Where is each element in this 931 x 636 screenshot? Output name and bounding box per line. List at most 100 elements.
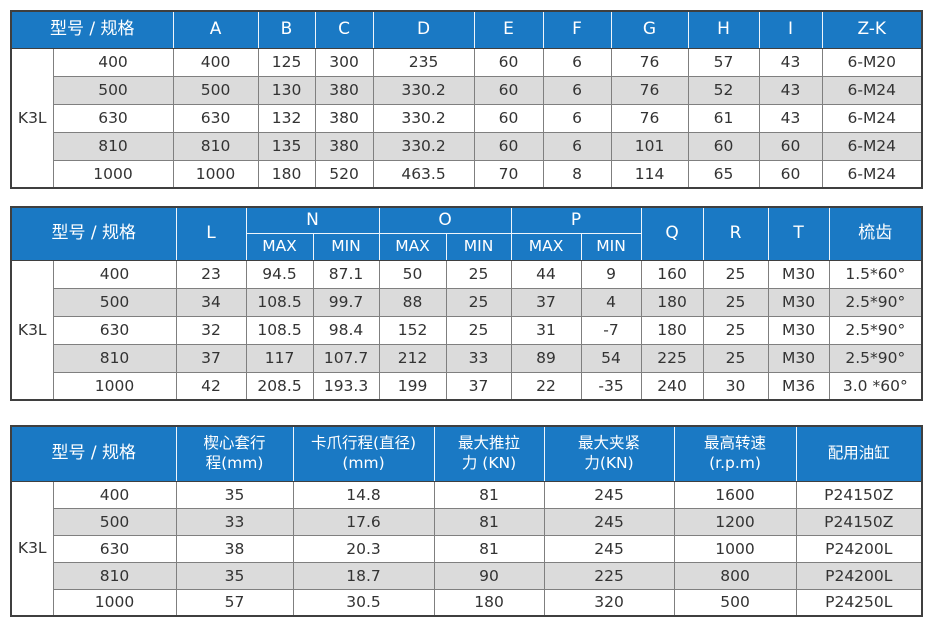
value-cell: 60: [758, 131, 823, 161]
column-header: 最大推拉 力 (KN): [433, 425, 545, 482]
value-cell: M30: [767, 259, 830, 289]
value-cell: 94.5: [245, 259, 314, 289]
value-cell: 6: [542, 75, 612, 105]
value-cell: 31: [510, 315, 582, 345]
value-cell: 25: [702, 315, 769, 345]
value-cell: 520: [314, 159, 374, 189]
value-cell: 800: [673, 561, 797, 590]
value-cell: 76: [610, 103, 689, 133]
table-row: 630 32 108.5 98.4 152 25 31 -7 180 25 M30 2.5*90°: [11, 315, 923, 345]
value-cell: 88: [378, 287, 447, 317]
spec-cell: 400: [52, 47, 174, 77]
value-cell: 30: [702, 371, 769, 401]
model-cell: K3L: [10, 47, 54, 189]
column-header: 最大夹紧 力(KN): [543, 425, 675, 482]
value-cell: 208.5: [245, 371, 314, 401]
value-cell: 225: [543, 561, 675, 590]
value-cell: 99.7: [312, 287, 380, 317]
value-cell: 1200: [673, 507, 797, 536]
value-cell: 152: [378, 315, 447, 345]
value-cell: 1600: [673, 480, 797, 509]
value-cell: 380: [314, 75, 374, 105]
value-cell: 35: [175, 561, 294, 590]
spec-cell: 400: [52, 480, 177, 509]
value-cell: 25: [702, 259, 769, 289]
value-cell: 330.2: [372, 75, 475, 105]
value-cell: 101: [610, 131, 689, 161]
value-cell: 43: [758, 47, 823, 77]
value-cell: 117: [245, 343, 314, 373]
table-row: 1000 42 208.5 193.3 199 37 22 -35 240 30 M36 3.0 *6…: [11, 371, 923, 401]
value-cell: 160: [640, 259, 704, 289]
value-cell: 33: [445, 343, 512, 373]
spec-cell: 500: [52, 507, 177, 536]
value-cell: M36: [767, 371, 830, 401]
value-cell: 107.7: [312, 343, 380, 373]
value-cell: 500: [172, 75, 259, 105]
value-cell: 6: [542, 47, 612, 77]
value-cell: 193.3: [312, 371, 380, 401]
value-cell: 35: [175, 480, 294, 509]
value-cell: 132: [257, 103, 316, 133]
value-cell: 25: [445, 259, 512, 289]
column-header: D: [372, 10, 475, 49]
value-cell: 65: [687, 159, 760, 189]
value-cell: 3.0 *60°: [828, 371, 923, 401]
value-cell: 400: [172, 47, 259, 77]
value-cell: 81: [433, 507, 545, 536]
value-cell: 380: [314, 131, 374, 161]
value-cell: 199: [378, 371, 447, 401]
value-cell: 14.8: [292, 480, 435, 509]
value-cell: 18.7: [292, 561, 435, 590]
value-cell: 1.5*60°: [828, 259, 923, 289]
value-cell: M30: [767, 287, 830, 317]
value-cell: 6: [542, 103, 612, 133]
value-cell: 60: [473, 47, 544, 77]
value-cell: 54: [580, 343, 642, 373]
value-cell: 630: [172, 103, 259, 133]
column-header: A: [172, 10, 259, 49]
value-cell: 2.5*90°: [828, 315, 923, 345]
table-row: 810 35 18.7 90 225 800 P24200L: [11, 561, 923, 590]
table-row: 500 34 108.5 99.7 88 25 37 4 180 25 M30 2.5*90°: [11, 287, 923, 317]
value-cell: 380: [314, 103, 374, 133]
value-cell: 98.4: [312, 315, 380, 345]
value-cell: 320: [543, 588, 675, 617]
value-cell: 25: [702, 287, 769, 317]
model-spec-header: 型号 / 规格: [10, 206, 177, 261]
value-cell: P24150Z: [795, 507, 923, 536]
value-cell: 6-M24: [821, 159, 923, 189]
sub-header: MIN: [445, 232, 512, 261]
value-cell: 135: [257, 131, 316, 161]
value-cell: 6: [542, 131, 612, 161]
performance-table: 型号 / 规格 楔心套行 程(mm) 卡爪行程(直径) (mm) 最大推拉 力 (KN…: [10, 425, 924, 617]
value-cell: 61: [687, 103, 760, 133]
value-cell: 90: [433, 561, 545, 590]
value-cell: 180: [433, 588, 545, 617]
spec-cell: 1000: [52, 588, 177, 617]
value-cell: P24150Z: [795, 480, 923, 509]
value-cell: 25: [445, 287, 512, 317]
value-cell: 6-M20: [821, 47, 923, 77]
value-cell: 463.5: [372, 159, 475, 189]
spec-cell: 500: [52, 75, 174, 105]
value-cell: 81: [433, 480, 545, 509]
sub-header: MIN: [312, 232, 380, 261]
value-cell: 25: [445, 315, 512, 345]
value-cell: 4: [580, 287, 642, 317]
value-cell: 130: [257, 75, 316, 105]
column-header: T: [767, 206, 830, 261]
table-row: 500 33 17.6 81 245 1200 P24150Z: [11, 507, 923, 536]
table-row: 630 630 132 380 330.2 60 6 76 61 43 6-M24: [11, 103, 923, 133]
value-cell: 57: [175, 588, 294, 617]
value-cell: 37: [175, 343, 247, 373]
spec-cell: 500: [52, 287, 177, 317]
value-cell: 50: [378, 259, 447, 289]
value-cell: 245: [543, 534, 675, 563]
value-cell: 20.3: [292, 534, 435, 563]
value-cell: M30: [767, 343, 830, 373]
value-cell: 43: [758, 75, 823, 105]
spec-cell: 1000: [52, 371, 177, 401]
column-header: R: [702, 206, 769, 261]
